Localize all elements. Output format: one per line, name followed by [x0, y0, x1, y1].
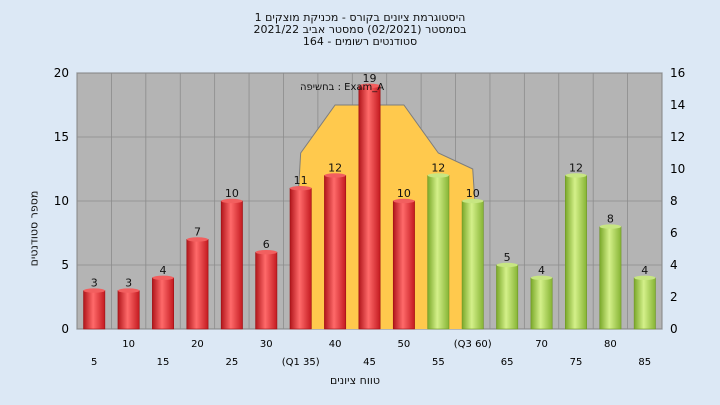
bar-10 [117, 290, 140, 330]
y-tick-label: 5 [61, 258, 69, 272]
x-tick-label: 20 [191, 339, 204, 350]
x-tick-label: 80 [604, 339, 617, 350]
x-tick-label: 65 [501, 357, 514, 368]
data-label-75: 12 [569, 161, 583, 174]
data-label-50: 10 [397, 187, 411, 200]
bar-cap-15 [152, 275, 174, 280]
y2-tick-label: 2 [670, 290, 678, 304]
bar-cap-(Q3 60) [462, 198, 484, 204]
data-label-80: 8 [607, 213, 614, 226]
data-label-15: 4 [160, 264, 167, 277]
bar-cap-70 [530, 275, 553, 280]
y2-tick-label: 16 [670, 66, 685, 80]
x-tick-label: (Q3 60) [454, 339, 492, 350]
y2-tick-label: 8 [670, 194, 678, 208]
y2-tick-label: 10 [670, 162, 685, 176]
y2-tick-label: 6 [670, 226, 678, 240]
bar-cap-20 [186, 237, 209, 242]
bar-cap-25 [221, 198, 243, 204]
plot-area: 3 347106111219101210541284051015200246810… [54, 66, 686, 368]
data-label-30: 6 [263, 238, 270, 251]
bar-(Q1 35) [289, 187, 312, 330]
bar-cap-30 [255, 250, 277, 255]
x-tick-label: 50 [398, 339, 411, 350]
x-tick-label: 5 [91, 357, 97, 368]
bar-5 [83, 290, 106, 330]
data-label-10: 3 [125, 277, 132, 290]
bar-25 [220, 200, 243, 330]
bar-20 [186, 239, 209, 330]
x-tick-label: 55 [432, 357, 445, 368]
bar-cap-65 [496, 262, 518, 268]
bar-15 [152, 277, 174, 330]
bar-cap-45 [358, 83, 381, 89]
highlight-area-outline [289, 104, 484, 330]
y-axis-label: מספר סטודנטים [27, 190, 41, 267]
chart-title-line-3: סטודנטים רשומים - 164 [302, 35, 418, 48]
y-tick-label: 15 [54, 130, 69, 144]
data-label-25: 10 [225, 187, 239, 200]
y-tick-label: 20 [54, 66, 69, 80]
chart-title-line-2: בסמסטר (02/2021) סמסטר אביב 2021/22 [253, 23, 467, 36]
data-label-40: 12 [328, 161, 342, 174]
data-label-45: 19 [363, 72, 377, 85]
bar-(Q3 60) [461, 200, 484, 330]
bar-40 [324, 175, 347, 330]
bar-cap-80 [599, 224, 622, 229]
data-label-5: 3 [91, 277, 98, 290]
bar-75 [565, 175, 587, 330]
bar-cap-(Q1 35) [290, 186, 312, 191]
x-tick-label: 85 [638, 357, 651, 368]
y-tick-label: 10 [54, 194, 69, 208]
y2-tick-label: 12 [670, 130, 685, 144]
bar-30 [255, 251, 278, 330]
x-axis-label: טווח ציונים [330, 374, 380, 387]
bar-45 [358, 85, 381, 330]
bar-50 [392, 200, 415, 330]
y2-tick-label: 14 [670, 98, 685, 112]
x-tick-label: 75 [570, 357, 583, 368]
y2-tick-label: 4 [670, 258, 678, 272]
y-tick-label: 0 [61, 322, 69, 336]
bar-70 [530, 277, 553, 330]
bar-80 [599, 226, 622, 330]
bar-cap-85 [634, 275, 656, 280]
y2-tick-label: 0 [670, 322, 678, 336]
data-label-20: 7 [194, 225, 201, 238]
bar-cap-5 [83, 288, 105, 293]
data-label-55: 12 [431, 161, 445, 174]
x-tick-label: (Q1 35) [282, 357, 320, 368]
exam-annotation: בחשיפה : Exam_A [300, 82, 385, 93]
data-label-65: 5 [504, 251, 511, 264]
x-tick-label: 40 [329, 339, 342, 350]
x-tick-label: 30 [260, 339, 273, 350]
x-tick-label: 45 [363, 357, 376, 368]
chart-title-line-1: היסטוגרמת ציונים בקורס - מכניקת מוצקים 1 [254, 11, 466, 24]
bar-cap-50 [393, 198, 415, 204]
data-label-(Q3 60): 10 [466, 187, 480, 200]
bar-55 [427, 175, 450, 330]
data-label-85: 4 [641, 264, 648, 277]
x-tick-label: 15 [157, 357, 170, 368]
bar-cap-10 [117, 288, 140, 293]
data-label-70: 4 [538, 264, 545, 277]
bar-cap-40 [324, 173, 346, 178]
x-tick-label: 70 [535, 339, 548, 350]
bar-85 [633, 277, 656, 330]
bar-65 [496, 264, 519, 330]
x-tick-label: 10 [122, 339, 135, 350]
data-label-(Q1 35): 11 [294, 174, 308, 187]
x-tick-label: 25 [225, 357, 238, 368]
bar-cap-75 [565, 173, 587, 178]
bar-cap-55 [427, 173, 449, 178]
